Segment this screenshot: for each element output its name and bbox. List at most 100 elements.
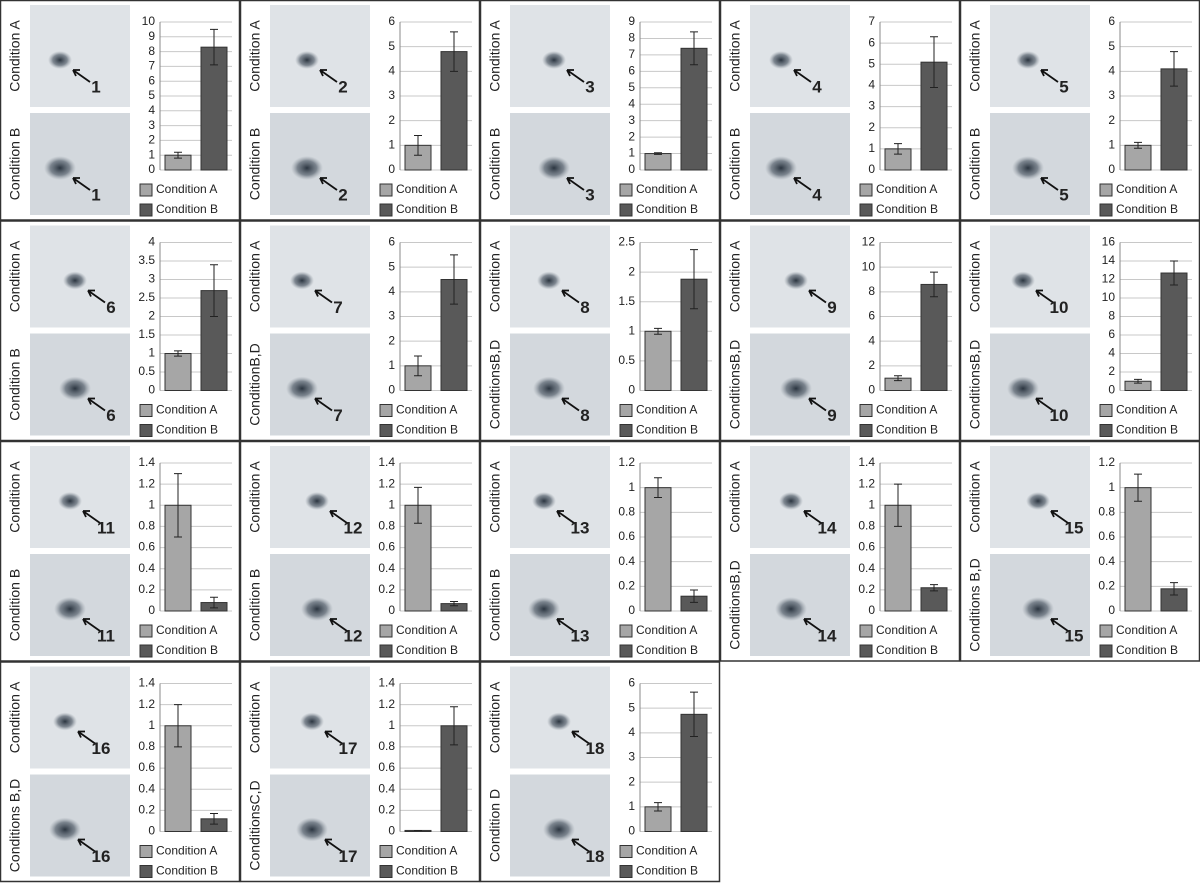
- y-tick-label: 10: [1102, 290, 1116, 304]
- error-bar: [174, 473, 182, 538]
- image-label: Condition B: [7, 569, 23, 641]
- legend-swatch: [379, 203, 393, 217]
- spot-label: 2: [338, 77, 347, 96]
- y-tick-label: 0.8: [378, 739, 395, 753]
- spot-label: 1: [91, 185, 100, 204]
- error-bar: [894, 375, 902, 382]
- gel-spot: [305, 492, 329, 510]
- y-tick-label: 0.6: [378, 760, 395, 774]
- legend-swatch: [859, 404, 873, 417]
- panel-border: [719, 220, 961, 442]
- spot-label: 16: [92, 847, 111, 866]
- gel-spot: [301, 597, 333, 621]
- y-tick-label: 0: [1108, 162, 1115, 176]
- y-tick-label: 4: [1108, 64, 1115, 78]
- y-tick-label: 0: [628, 162, 635, 176]
- y-tick-label: 3: [1108, 88, 1115, 102]
- y-tick-label: 2: [868, 358, 875, 372]
- y-tick-label: 0: [868, 603, 875, 617]
- gel-spot: [1011, 271, 1035, 290]
- y-tick-label: 6: [628, 64, 635, 78]
- y-tick-label: 0: [628, 603, 635, 617]
- legend-swatch: [139, 404, 153, 417]
- y-tick-label: 0.8: [1098, 505, 1115, 519]
- spot-label: 10: [1050, 406, 1069, 425]
- arrow: [319, 69, 338, 83]
- image-label: Condition A: [727, 20, 743, 92]
- legend-label: Condition A: [636, 182, 697, 196]
- legend-label: Condition B: [1116, 202, 1178, 216]
- arrow: [1040, 177, 1059, 191]
- y-tick-label: 6: [868, 309, 875, 323]
- spot-label: 6: [106, 298, 115, 317]
- y-tick-label: 0.2: [858, 582, 875, 596]
- image-label: Conditions B,D: [7, 779, 23, 872]
- y-tick-label: 3.5: [138, 253, 155, 267]
- spot-label: 11: [97, 626, 115, 645]
- bar: [920, 283, 948, 391]
- y-tick-label: 4: [868, 78, 875, 92]
- bar: [680, 47, 708, 171]
- gel-image: [990, 333, 1090, 436]
- image-label: ConditionsB,D: [727, 340, 743, 430]
- image-label: Condition A: [7, 681, 23, 753]
- y-tick-label: 0.4: [618, 554, 635, 568]
- y-tick-label: 2: [628, 264, 635, 278]
- y-tick-label: 0.2: [1098, 579, 1115, 593]
- y-tick-label: 1: [628, 480, 635, 494]
- y-tick-label: 4: [628, 725, 635, 739]
- gel-spot: [291, 156, 323, 180]
- gel-spot: [54, 597, 86, 621]
- image-label: Condition B: [7, 128, 23, 200]
- y-tick-label: 0: [148, 383, 155, 397]
- y-tick-label: 0.4: [1098, 554, 1115, 568]
- error-bar: [690, 589, 698, 603]
- y-tick-label: 6: [388, 14, 395, 28]
- panel: 8 Condition A 8 ConditionsB,D 0 0.5 1 1.5 2 2.5 Co…: [479, 220, 721, 442]
- panel: 11 Condition A 11 Condition B 0 0.2 0.4 0.6 0.8 1…: [0, 440, 241, 662]
- panel-border: [719, 440, 961, 662]
- error-bar: [450, 31, 458, 72]
- legend-label: Condition A: [156, 403, 217, 417]
- legend-swatch: [859, 183, 873, 197]
- legend-swatch: [379, 865, 393, 878]
- image-label: Condition A: [727, 461, 743, 533]
- spot-label: 6: [106, 406, 115, 425]
- arrow: [561, 289, 580, 304]
- gel-spot: [547, 712, 571, 731]
- legend-label: Condition B: [1116, 643, 1178, 657]
- error-bar: [654, 327, 662, 335]
- legend-label: Condition A: [396, 623, 457, 637]
- y-tick-label: 0.6: [138, 540, 155, 554]
- y-tick-label: 1: [1108, 480, 1115, 494]
- gel-spot: [296, 817, 328, 842]
- image-label: ConditionsC,D: [247, 780, 263, 870]
- legend-swatch: [619, 424, 633, 437]
- y-tick-label: 2.5: [618, 235, 635, 249]
- error-bar: [654, 802, 662, 812]
- gel-spot: [59, 376, 91, 401]
- y-tick-label: 1.5: [618, 294, 635, 308]
- gel-spot: [543, 817, 575, 842]
- y-tick-label: 1.2: [858, 476, 875, 490]
- legend-label: Condition B: [876, 423, 938, 437]
- y-tick-label: 0: [628, 383, 635, 397]
- gel-image: [30, 5, 130, 107]
- y-tick-label: 0.6: [618, 529, 635, 543]
- gel-image: [270, 225, 370, 328]
- y-tick-label: 5: [868, 56, 875, 70]
- y-tick-label: 0.6: [138, 760, 155, 774]
- y-tick-label: 9: [148, 29, 155, 43]
- y-tick-label: 2: [388, 113, 395, 127]
- panel: 3 Condition A 3 Condition B 0 1 2 3 4 5 6 7 8 9 Condit…: [479, 0, 721, 221]
- legend-swatch: [619, 183, 633, 197]
- spot-label: 13: [571, 518, 590, 537]
- gel-spot: [295, 51, 319, 69]
- y-tick-label: 0.2: [138, 582, 155, 596]
- gel-image: [270, 5, 370, 107]
- y-tick-label: 1.2: [138, 476, 155, 490]
- error-bar: [414, 355, 422, 377]
- error-bar: [894, 483, 902, 527]
- error-bar: [654, 477, 662, 499]
